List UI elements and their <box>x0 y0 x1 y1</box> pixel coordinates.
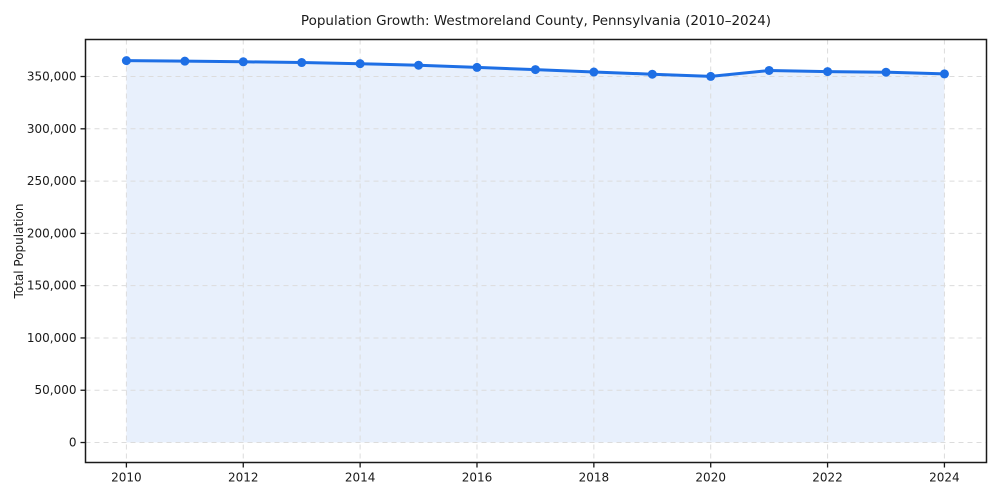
x-tick-label: 2018 <box>579 471 610 485</box>
y-axis-title: Total Population <box>12 204 26 300</box>
x-tick-label: 2014 <box>345 471 376 485</box>
y-tick-label: 50,000 <box>35 383 77 397</box>
data-point-2019 <box>647 69 657 79</box>
data-point-2014 <box>355 59 365 69</box>
x-tick-label: 2024 <box>929 471 960 485</box>
data-point-2018 <box>589 67 599 77</box>
data-point-2021 <box>764 65 774 75</box>
y-tick-label: 300,000 <box>27 122 77 136</box>
y-tick-label: 350,000 <box>27 70 77 84</box>
chart-title: Population Growth: Westmoreland County, … <box>301 13 771 29</box>
y-tick-label: 100,000 <box>27 331 77 345</box>
data-point-2010 <box>121 56 131 66</box>
plot-border <box>84 38 988 464</box>
data-point-2012 <box>238 57 248 67</box>
data-point-2020 <box>706 71 716 81</box>
data-point-2023 <box>881 67 891 77</box>
x-tick-label: 2022 <box>812 471 843 485</box>
x-tick-label: 2020 <box>695 471 726 485</box>
area-fill <box>126 60 945 443</box>
data-point-2017 <box>530 65 540 75</box>
x-tick-label: 2012 <box>228 471 259 485</box>
data-point-2024 <box>939 69 949 79</box>
y-tick-label: 150,000 <box>27 279 77 293</box>
x-tick-label: 2016 <box>462 471 493 485</box>
chart-layers: 0 50,000 100,000 150,000 200,000 250,000 300,0… <box>27 38 988 485</box>
x-tick-label: 2010 <box>111 471 142 485</box>
data-point-2022 <box>823 67 833 77</box>
y-tick-label: 250,000 <box>27 174 77 188</box>
data-point-2015 <box>414 60 424 70</box>
y-tick-label: 0 <box>69 436 77 450</box>
data-point-2011 <box>180 56 190 66</box>
data-point-2013 <box>297 58 307 68</box>
y-tick-label: 200,000 <box>27 226 77 240</box>
data-point-2016 <box>472 62 482 72</box>
